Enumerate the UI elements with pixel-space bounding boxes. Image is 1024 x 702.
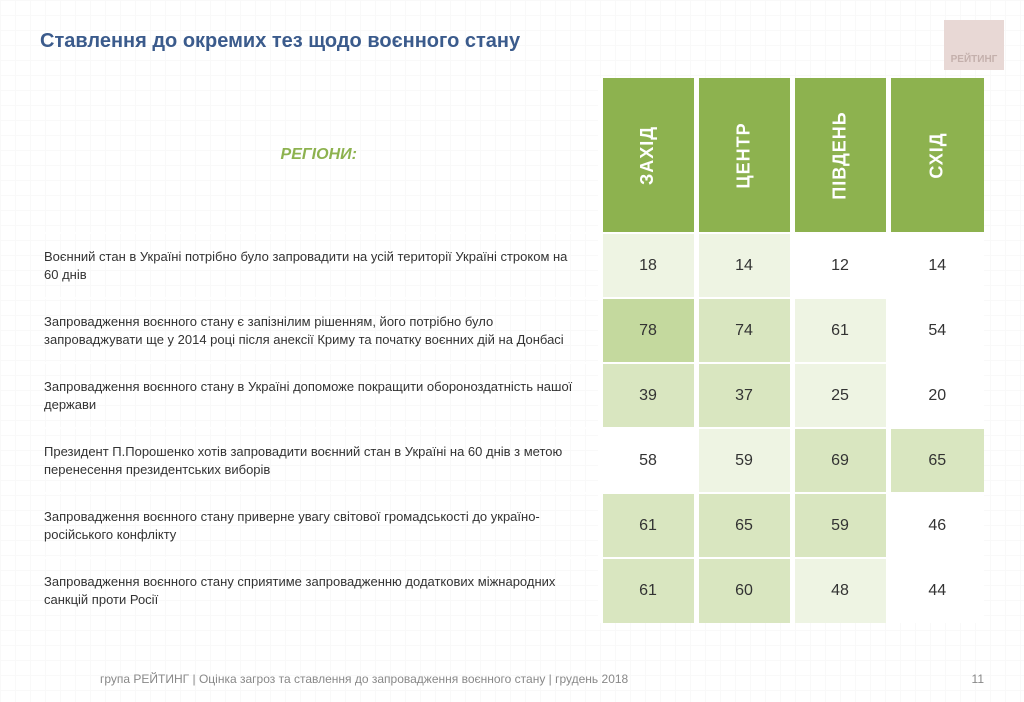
data-cell: 61	[792, 298, 888, 363]
page-title: Ставлення до окремих тез щодо воєнного с…	[40, 30, 984, 53]
footer: група РЕЙТИНГ | Оцінка загроз та ставлен…	[0, 672, 1024, 686]
data-cell: 59	[696, 428, 792, 493]
table-row: Запровадження воєнного стану сприятиме з…	[40, 558, 984, 622]
data-cell: 65	[696, 493, 792, 558]
table-row: Запровадження воєнного стану є запізніли…	[40, 298, 984, 363]
data-cell: 12	[792, 233, 888, 298]
data-cell: 14	[888, 233, 984, 298]
data-cell: 58	[600, 428, 696, 493]
regions-table: РЕГІОНИ: ЗАХІД ЦЕНТР ПІВДЕНЬ СХІД Воєнни…	[40, 78, 984, 623]
slide-content: Ставлення до окремих тез щодо воєнного с…	[0, 0, 1024, 623]
column-header-west: ЗАХІД	[600, 78, 696, 233]
row-label: Президент П.Порошенко хотів запровадити …	[40, 428, 600, 493]
data-cell: 39	[600, 363, 696, 428]
row-label: Запровадження воєнного стану приверне ув…	[40, 493, 600, 558]
data-cell: 69	[792, 428, 888, 493]
row-label: Запровадження воєнного стану сприятиме з…	[40, 558, 600, 622]
logo-text: РЕЙТИНГ	[951, 54, 998, 65]
data-cell: 65	[888, 428, 984, 493]
page-number: 11	[972, 672, 984, 686]
data-cell: 14	[696, 233, 792, 298]
column-header-east: СХІД	[888, 78, 984, 233]
table-row: Запровадження воєнного стану в Україні д…	[40, 363, 984, 428]
data-cell: 37	[696, 363, 792, 428]
column-header-center: ЦЕНТР	[696, 78, 792, 233]
footer-text: група РЕЙТИНГ | Оцінка загроз та ставлен…	[100, 672, 628, 686]
table-row: Запровадження воєнного стану приверне ув…	[40, 493, 984, 558]
table-row: Президент П.Порошенко хотів запровадити …	[40, 428, 984, 493]
column-header-south: ПІВДЕНЬ	[792, 78, 888, 233]
data-cell: 60	[696, 558, 792, 622]
data-cell: 61	[600, 558, 696, 622]
data-cell: 59	[792, 493, 888, 558]
data-cell: 61	[600, 493, 696, 558]
data-cell: 74	[696, 298, 792, 363]
table-header-row: РЕГІОНИ: ЗАХІД ЦЕНТР ПІВДЕНЬ СХІД	[40, 78, 984, 233]
data-cell: 78	[600, 298, 696, 363]
row-label: Запровадження воєнного стану в Україні д…	[40, 363, 600, 428]
regions-label: РЕГІОНИ:	[40, 78, 600, 233]
table-body: Воєнний стан в Україні потрібно було зап…	[40, 233, 984, 623]
data-cell: 25	[792, 363, 888, 428]
data-cell: 20	[888, 363, 984, 428]
data-cell: 18	[600, 233, 696, 298]
logo-badge: РЕЙТИНГ	[944, 20, 1004, 70]
data-cell: 46	[888, 493, 984, 558]
data-cell: 44	[888, 558, 984, 622]
table-row: Воєнний стан в Україні потрібно було зап…	[40, 233, 984, 298]
row-label: Запровадження воєнного стану є запізніли…	[40, 298, 600, 363]
data-cell: 48	[792, 558, 888, 622]
row-label: Воєнний стан в Україні потрібно було зап…	[40, 233, 600, 298]
data-cell: 54	[888, 298, 984, 363]
